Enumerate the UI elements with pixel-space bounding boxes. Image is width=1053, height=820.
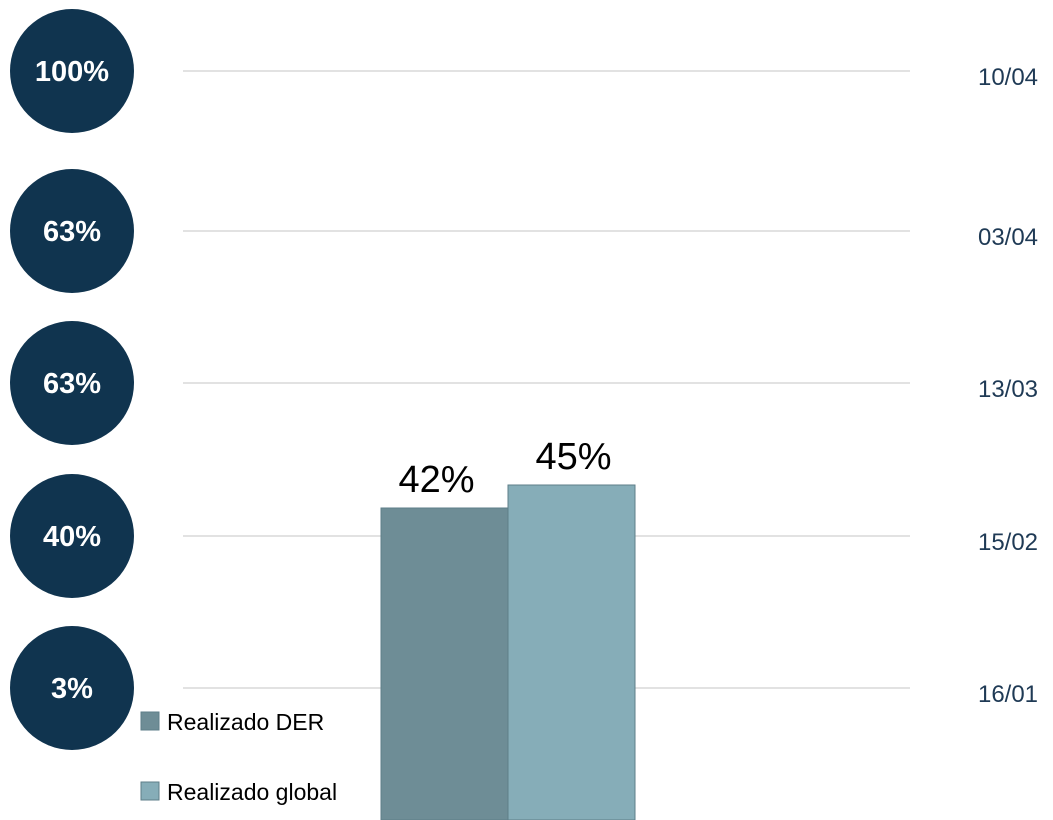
bar-value-label: 45% xyxy=(535,436,611,478)
milestone-percent-label: 63% xyxy=(43,368,101,400)
milestone-circle xyxy=(10,474,134,598)
milestone-percent-label: 40% xyxy=(43,521,101,553)
milestone-date-label: 03/04 xyxy=(978,224,1038,251)
legend-swatch xyxy=(140,711,160,731)
bar xyxy=(507,484,636,820)
legend-swatch xyxy=(140,781,160,801)
milestone-circle xyxy=(10,9,134,133)
milestone-circle xyxy=(10,169,134,293)
legend-label: Realizado global xyxy=(167,779,337,805)
milestone-circle xyxy=(10,321,134,445)
milestone-date-label: 10/04 xyxy=(978,64,1038,91)
milestone-percent-label: 63% xyxy=(43,216,101,248)
legend-label: Realizado DER xyxy=(167,709,324,735)
milestone-percent-label: 3% xyxy=(51,673,93,705)
milestone-date-label: 16/01 xyxy=(978,681,1038,708)
milestone-date-label: 15/02 xyxy=(978,529,1038,556)
milestone-circle xyxy=(10,626,134,750)
milestone-percent-label: 100% xyxy=(35,56,109,88)
bar xyxy=(380,507,509,820)
bar-value-label: 42% xyxy=(398,459,474,501)
milestone-date-label: 13/03 xyxy=(978,376,1038,403)
